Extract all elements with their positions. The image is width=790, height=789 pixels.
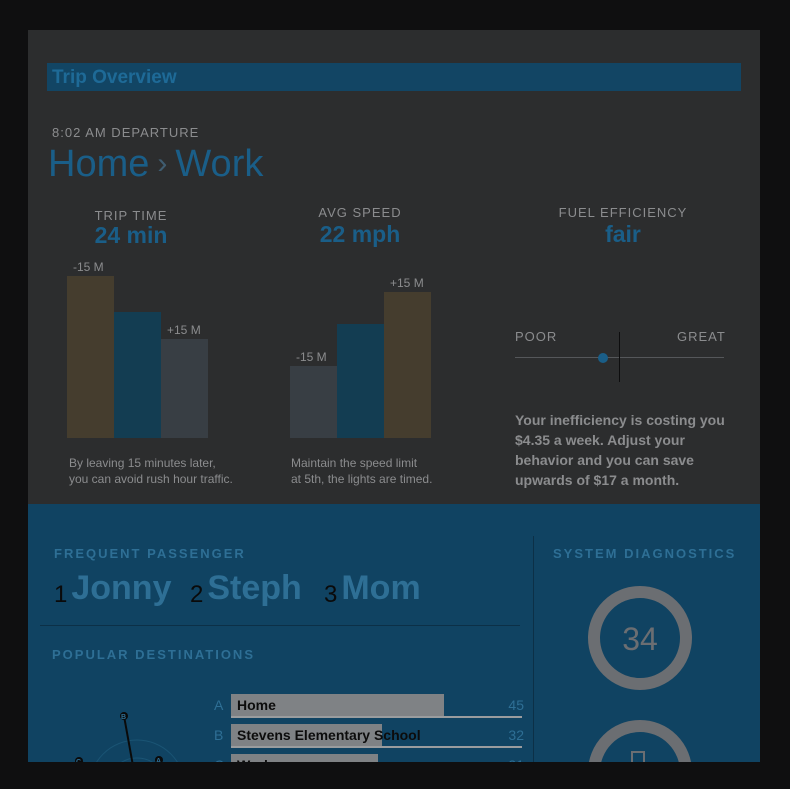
destination-underline <box>231 716 522 718</box>
page-title: Trip Overview <box>52 67 177 88</box>
destination-letter: B <box>214 727 224 743</box>
destinations-radar-chart: B C A <box>75 712 178 762</box>
radar-spoke-c <box>78 760 84 762</box>
destination-bar <box>231 724 382 746</box>
chart-bar <box>114 312 161 438</box>
section-divider <box>40 625 520 626</box>
efficiency-scale <box>515 332 724 384</box>
radar-point-a <box>155 756 163 762</box>
chart-bar <box>161 339 208 438</box>
radar-label: B <box>121 714 126 721</box>
diagnostics-gauge: 34 <box>588 586 692 690</box>
trip-overview-page: Trip Overview 8:02 AM DEPARTURE Home › Wor… <box>28 30 760 762</box>
radar-label: C <box>76 759 81 762</box>
destination-bar <box>231 694 444 716</box>
bar-label: +15 M <box>390 276 424 290</box>
fuel-efficiency-label: FUEL EFFICIENCY <box>558 205 688 220</box>
fuel-gauge <box>588 720 692 762</box>
chevron-right-icon: › <box>157 147 168 180</box>
bar-label: +15 M <box>167 323 201 337</box>
avg-speed-value: 22 mph <box>319 221 401 247</box>
chart-bar <box>67 276 114 438</box>
frequent-passenger-title: FREQUENT PASSENGER <box>54 546 246 561</box>
destination-row[interactable]: A Home 45 <box>214 694 524 718</box>
route-title: Home › Work <box>48 143 263 186</box>
inefficiency-message: Your inefficiency is costing you $4.35 a… <box>515 412 725 488</box>
scale-great-label: GREAT <box>677 329 726 344</box>
gauge-ring <box>588 720 692 762</box>
fuel-efficiency-value: fair <box>605 221 641 247</box>
avg-speed-note-line1: Maintain the speed limit <box>291 456 418 470</box>
avg-speed-note: Maintain the speed limit at 5th, the lig… <box>291 455 432 487</box>
avg-speed-note-line2: at 5th, the lights are timed. <box>291 472 433 486</box>
departure-time: 8:02 AM DEPARTURE <box>52 125 200 140</box>
destination-name: Stevens Elementary School <box>237 727 421 743</box>
title-banner: Trip Overview <box>47 63 741 91</box>
trip-time-note-line1: By leaving 15 minutes later, <box>69 456 216 470</box>
destination-count: 45 <box>508 697 524 713</box>
trip-time-note-line2: you can avoid rush hour traffic. <box>69 472 233 486</box>
fuel-pump-icon <box>631 751 645 762</box>
radar-ring <box>121 757 153 762</box>
passenger-rank: 1 <box>54 581 68 608</box>
trip-time-label: TRIP TIME <box>94 208 168 223</box>
radar-label: A <box>156 758 161 762</box>
radar-point-b <box>120 712 128 720</box>
bar-label: -15 M <box>73 260 104 274</box>
bar-label: -15 M <box>296 350 327 364</box>
destination-name: Home <box>237 697 276 713</box>
radar-spoke-b <box>123 715 134 762</box>
destination-underline <box>231 746 522 748</box>
route-destination: Work <box>175 143 264 185</box>
passenger-3: 3 Mom <box>324 569 421 609</box>
chart-bar <box>290 366 337 438</box>
trip-time-value: 24 min <box>94 222 168 248</box>
avg-speed-label: AVG SPEED <box>318 205 402 220</box>
passenger-rank: 3 <box>324 581 338 608</box>
passenger-name: Steph <box>207 569 302 607</box>
destination-row[interactable]: C Work 31 <box>214 754 524 762</box>
destination-bar <box>231 754 378 762</box>
passenger-2: 2 Steph <box>190 569 302 609</box>
column-divider <box>533 536 534 762</box>
passenger-1: 1 Jonny <box>54 569 171 609</box>
destination-count: 32 <box>508 727 524 743</box>
passenger-name: Mom <box>341 569 421 607</box>
gauge-value: 34 <box>622 621 658 657</box>
gauge-ring <box>588 586 692 690</box>
system-diagnostics-title: SYSTEM DIAGNOSTICS <box>553 546 737 561</box>
chart-bar <box>337 324 384 438</box>
radar-point-c <box>75 757 83 762</box>
efficiency-marker <box>598 353 608 363</box>
destination-letter: A <box>214 697 224 713</box>
chart-bar <box>384 292 431 438</box>
destination-count: 31 <box>508 757 524 762</box>
route-origin: Home <box>48 143 150 185</box>
passenger-name: Jonny <box>71 569 172 607</box>
stats-panel: FREQUENT PASSENGER 1 Jonny 2 Steph 3 Mom PO… <box>28 504 760 762</box>
destination-name: Work <box>237 757 272 762</box>
trip-time-note: By leaving 15 minutes later, you can avo… <box>69 455 233 487</box>
scale-poor-label: POOR <box>515 329 558 344</box>
destination-letter: C <box>214 757 224 762</box>
radar-ring <box>96 739 178 762</box>
passenger-rank: 2 <box>190 581 204 608</box>
destination-row[interactable]: B Stevens Elementary School 32 <box>214 724 524 748</box>
popular-destinations-title: POPULAR DESTINATIONS <box>52 647 255 662</box>
